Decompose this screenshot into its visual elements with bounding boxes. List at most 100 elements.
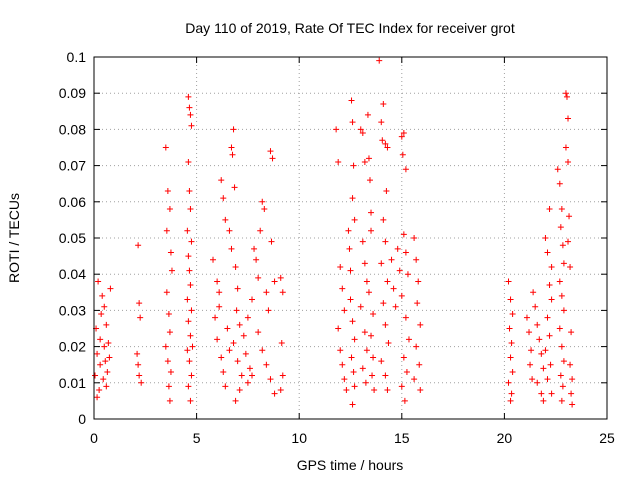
data-point	[95, 278, 102, 285]
data-point	[107, 285, 114, 292]
data-point	[396, 267, 403, 274]
data-point	[186, 187, 193, 194]
data-point	[341, 307, 348, 314]
data-point	[368, 227, 375, 234]
data-point	[163, 289, 170, 296]
data-point	[234, 358, 241, 365]
data-point	[509, 368, 516, 375]
data-point	[163, 227, 170, 234]
data-point	[382, 372, 389, 379]
data-point	[351, 383, 358, 390]
data-point	[505, 278, 512, 285]
data-point	[536, 336, 543, 343]
data-point	[185, 253, 192, 260]
data-point	[249, 296, 256, 303]
data-point	[532, 303, 539, 310]
data-point	[279, 289, 286, 296]
data-point	[216, 289, 223, 296]
data-point	[269, 155, 276, 162]
data-point	[565, 115, 572, 122]
data-point	[166, 206, 173, 213]
data-point	[554, 166, 561, 173]
data-point	[339, 285, 346, 292]
data-point	[164, 358, 171, 365]
data-point	[523, 314, 530, 321]
data-point	[542, 235, 549, 241]
data-point	[271, 390, 278, 397]
data-point	[526, 329, 533, 336]
data-point	[563, 93, 570, 100]
x-tick-label: 10	[291, 430, 307, 446]
data-point	[376, 57, 383, 64]
data-point	[242, 350, 249, 357]
data-point	[417, 321, 424, 328]
data-point	[558, 206, 565, 213]
data-point	[357, 126, 364, 133]
data-point	[416, 361, 423, 368]
data-point	[402, 314, 409, 321]
data-point	[257, 227, 264, 234]
y-tick-label: 0.09	[59, 85, 86, 101]
data-point	[362, 379, 369, 386]
data-point	[102, 358, 109, 365]
data-point	[560, 260, 567, 267]
data-point	[557, 224, 564, 231]
data-point	[382, 321, 389, 328]
data-point	[566, 213, 573, 220]
data-point	[350, 162, 357, 169]
data-point	[188, 372, 195, 379]
data-point	[370, 354, 377, 361]
y-tick-label: 0	[78, 411, 86, 427]
data-point	[244, 379, 251, 386]
data-point	[99, 292, 106, 299]
data-point	[560, 307, 567, 314]
data-point	[136, 372, 143, 379]
data-point	[560, 358, 567, 365]
data-point	[187, 111, 194, 118]
data-point	[527, 361, 534, 368]
data-point	[251, 245, 258, 252]
data-point	[277, 274, 284, 281]
data-point	[402, 166, 409, 173]
data-point	[347, 296, 354, 303]
data-point	[538, 390, 545, 397]
data-point	[218, 177, 225, 184]
data-point	[404, 271, 411, 278]
data-point	[185, 158, 192, 165]
axis-ticks: 0 0.01 0.02 0.03 0.04 0.05 0.06 0.07 0.08 0.09 0.1…	[59, 49, 615, 446]
data-point	[244, 314, 251, 321]
data-point	[220, 195, 227, 202]
y-tick-label: 0.04	[59, 266, 86, 282]
data-point	[403, 368, 410, 375]
data-point	[261, 206, 268, 213]
data-point	[382, 140, 389, 147]
data-point	[343, 387, 350, 394]
data-point	[379, 137, 386, 144]
data-point	[185, 93, 192, 100]
data-point	[538, 350, 545, 357]
data-point	[267, 376, 274, 383]
data-point	[184, 227, 191, 234]
data-point	[401, 397, 408, 404]
data-point	[534, 379, 541, 386]
data-point	[249, 372, 256, 379]
data-point	[380, 216, 387, 223]
data-point	[359, 238, 366, 245]
data-point	[337, 347, 344, 354]
data-point	[104, 368, 111, 375]
data-point	[390, 285, 397, 292]
data-point	[363, 278, 370, 285]
data-point	[188, 238, 195, 245]
data-point	[417, 387, 424, 394]
data-point	[413, 256, 420, 263]
data-point	[569, 376, 576, 383]
data-point	[164, 187, 171, 194]
data-point	[546, 206, 553, 213]
y-tick-label: 0.06	[59, 194, 86, 210]
data-point	[568, 390, 575, 397]
data-point	[335, 325, 342, 332]
data-point	[508, 339, 515, 346]
data-point	[105, 339, 112, 346]
data-point	[234, 285, 241, 292]
